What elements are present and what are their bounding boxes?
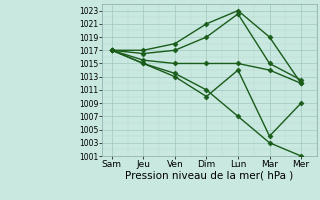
X-axis label: Pression niveau de la mer( hPa ): Pression niveau de la mer( hPa ) xyxy=(125,171,294,181)
